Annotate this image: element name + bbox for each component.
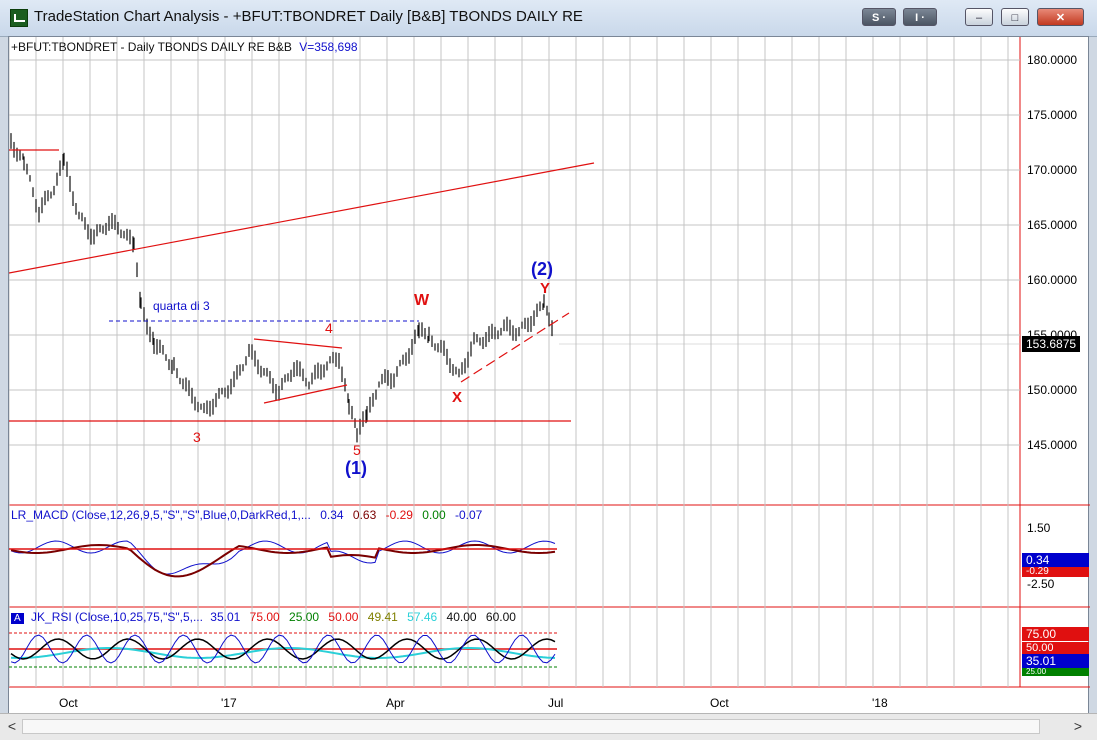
triangle-bottom-line	[263, 384, 348, 404]
rsi-value-8: 60.00	[485, 610, 516, 624]
x-axis-label-oct: Oct	[59, 696, 78, 710]
wave-y-label: Y	[540, 280, 551, 297]
rsi-50-badge: 50.00	[1022, 642, 1089, 654]
price-axis-label: 145.0000	[1027, 438, 1078, 452]
i-menu-button[interactable]: I ·	[903, 8, 937, 26]
macd-axis-top: 1.50	[1027, 521, 1051, 535]
scrollbar-thumb[interactable]	[22, 719, 1040, 734]
macd-value-badge-2: -0.29	[1022, 567, 1089, 577]
wave-5-label: 5	[353, 442, 361, 458]
macd-blue-line	[10, 540, 556, 575]
price-panel-symbol: +BFUT:TBONDRET - Daily TBONDS DAILY RE B…	[11, 40, 292, 54]
price-axis-label: 180.0000	[1027, 53, 1078, 67]
window-title: TradeStation Chart Analysis - +BFUT:TBON…	[34, 8, 583, 25]
quarta-di-3-label: quarta di 3	[153, 299, 210, 313]
chart-canvas[interactable]	[9, 37, 1090, 718]
macd-value-badge: 0.34	[1022, 553, 1089, 567]
macd-darkred-line	[10, 543, 556, 578]
x-axis-label-17: '17	[221, 696, 237, 710]
minimize-button[interactable]: –	[965, 8, 993, 26]
x-axis-label-oct-2: Oct	[710, 696, 729, 710]
price-axis-label: 150.0000	[1027, 383, 1078, 397]
dashed-channel-line	[460, 312, 570, 383]
rsi-value-3: 25.00	[289, 610, 320, 624]
macd-value-2: 0.63	[352, 508, 377, 522]
macd-indicator-label: LR_MACD (Close,12,26,9,5,"S","S",Blue,0,…	[11, 508, 311, 522]
tradestation-app-icon	[10, 9, 28, 27]
rsi-indicator-label: JK_RSI (Close,10,25,75,"S",5,...	[31, 610, 203, 624]
price-axis-label: 160.0000	[1027, 273, 1078, 287]
price-axis-label: 170.0000	[1027, 163, 1078, 177]
rsi-value-4: 50.00	[328, 610, 359, 624]
upper-trendline	[9, 162, 595, 274]
close-button[interactable]: ✕	[1037, 8, 1084, 26]
s-menu-button[interactable]: S ·	[862, 8, 896, 26]
horizontal-scrollbar[interactable]: < >	[0, 713, 1097, 740]
wave-4-label: 4	[325, 320, 333, 336]
triangle-top-line	[253, 338, 343, 349]
rsi-value-5: 49.41	[367, 610, 398, 624]
rsi-value-badge: 35.01	[1022, 654, 1089, 668]
x-axis-label-18: '18	[872, 696, 888, 710]
macd-value-4: 0.00	[422, 508, 446, 522]
price-panel-header: +BFUT:TBONDRET - Daily TBONDS DAILY RE B…	[11, 40, 358, 54]
wave-1-label: (1)	[345, 458, 367, 478]
macd-value-1: 0.34	[320, 508, 344, 522]
title-bar: TradeStation Chart Analysis - +BFUT:TBON…	[0, 0, 1097, 37]
rsi-value-7: 40.00	[446, 610, 477, 624]
x-axis-label-jul: Jul	[548, 696, 564, 710]
rsi-black-line	[10, 638, 556, 660]
rsi-value-2: 75.00	[249, 610, 280, 624]
wave-w-label: W	[414, 292, 430, 309]
macd-panel-header: LR_MACD (Close,12,26,9,5,"S","S",Blue,0,…	[11, 508, 482, 522]
price-axis-label: 165.0000	[1027, 218, 1078, 232]
rsi-25-badge: 25.00	[1022, 668, 1089, 676]
rsi-badge: A	[11, 613, 24, 624]
volume-readout: V=358,698	[299, 40, 358, 54]
maximize-button[interactable]: □	[1001, 8, 1029, 26]
macd-axis-bottom: -2.50	[1027, 577, 1055, 591]
last-price-badge: 153.6875	[1022, 336, 1081, 352]
macd-value-3: -0.29	[385, 508, 413, 522]
wave-x-label: X	[452, 389, 463, 406]
wave-2-label: (2)	[531, 259, 553, 279]
rsi-75-badge: 75.00	[1022, 627, 1089, 641]
rsi-value-1: 35.01	[210, 610, 241, 624]
wave-3-label: 3	[193, 429, 201, 445]
rsi-blue-line	[10, 634, 556, 664]
chart-area[interactable]: +BFUT:TBONDRET - Daily TBONDS DAILY RE B…	[8, 36, 1090, 718]
scroll-left-arrow[interactable]: <	[7, 718, 17, 734]
macd-value-5: -0.07	[455, 508, 483, 522]
rsi-panel-header: A JK_RSI (Close,10,25,75,"S",5,... 35.01…	[11, 610, 516, 624]
x-axis-label-apr: Apr	[386, 696, 405, 710]
scroll-right-arrow[interactable]: >	[1073, 718, 1083, 734]
rsi-value-6: 57.46	[407, 610, 438, 624]
price-axis-label: 175.0000	[1027, 108, 1078, 122]
